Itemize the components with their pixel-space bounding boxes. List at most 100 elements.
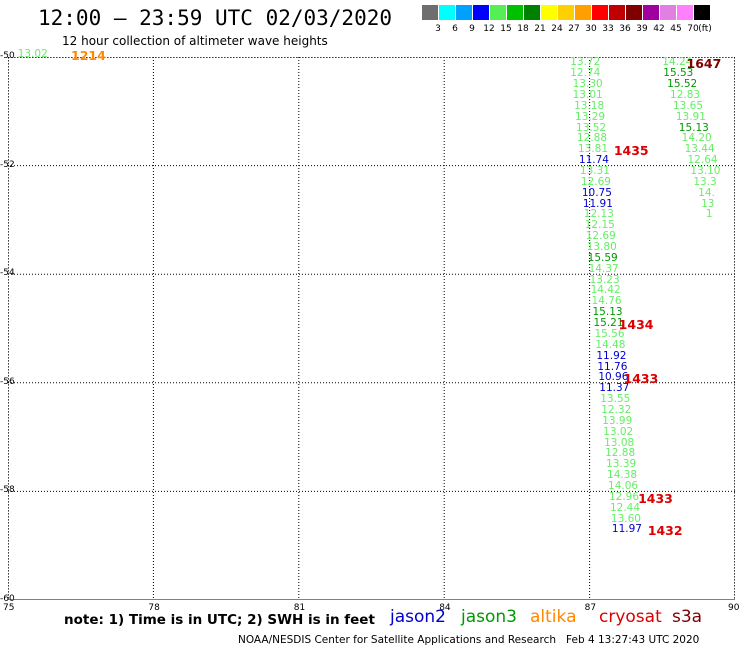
scale-swatch — [507, 5, 523, 20]
satellite-legend-altika: altika — [530, 607, 577, 627]
scale-swatch — [643, 5, 659, 20]
wave-height-value: 14.76 — [591, 295, 622, 308]
satellite-legend-s3a: s3a — [672, 607, 703, 627]
scale-label: 42 — [653, 24, 665, 34]
scale-swatch — [660, 5, 676, 20]
scale-label: 15 — [500, 24, 512, 34]
lon-tick-label: 78 — [148, 603, 160, 613]
pass-time-label: 1214 — [71, 48, 106, 64]
scale-swatch — [524, 5, 540, 20]
wave-height-value: 11.97 — [611, 523, 642, 536]
wave-height-value: 12.69 — [580, 175, 611, 188]
wave-height-value: 13.02 — [17, 48, 48, 61]
lon-tick-label: 84 — [439, 603, 451, 613]
wave-height-value: 13.80 — [586, 241, 617, 254]
lon-tick-label: 81 — [293, 603, 306, 613]
wave-height-value: 13.91 — [675, 110, 706, 123]
scale-unit-label: (ft) — [698, 24, 712, 34]
wave-height-value: 11.91 — [582, 197, 613, 210]
wave-height-value: 13.01 — [572, 89, 603, 101]
units-note: note: 1) Time is in UTC; 2) SWH is in fe… — [64, 612, 375, 628]
wave-height-value: 13.72 — [570, 56, 601, 69]
wave-height-value: 15.21 — [593, 317, 624, 330]
wave-height-value: 12.13 — [583, 208, 614, 221]
scale-label: 6 — [452, 24, 458, 34]
wave-height-value: 10.96 — [598, 371, 629, 384]
wave-height-value: 15.13 — [678, 121, 709, 134]
scale-label: 36 — [619, 24, 631, 34]
wave-height-value: 13.30 — [572, 78, 603, 91]
lat-tick-label: -54 — [0, 268, 15, 279]
wave-height-value: 13.02 — [603, 425, 634, 438]
wave-height-value: 12.32 — [601, 403, 632, 416]
satellite-legend-jason3: jason3 — [461, 607, 517, 627]
pass-time-label: 1433 — [623, 371, 659, 387]
scale-label: 70 — [687, 24, 699, 34]
wave-height-value: 11.92 — [596, 349, 627, 362]
scale-swatch — [575, 5, 591, 20]
pass-time-label: 1432 — [647, 523, 683, 539]
wave-height-value: 15.56 — [594, 327, 625, 340]
wave-height-value: 12.64 — [687, 154, 718, 167]
satellite-legend-jason2: jason2 — [390, 607, 446, 627]
wave-height-value: 15.53 — [663, 67, 694, 80]
scale-label: 3 — [435, 24, 441, 34]
wave-height-value: 12.44 — [609, 501, 641, 514]
scale-label: 39 — [636, 24, 648, 34]
pass-time-label: 1435 — [613, 143, 649, 159]
wave-height-map — [8, 57, 735, 600]
wave-height-value: 13.08 — [604, 436, 635, 449]
wave-height-value: 13.29 — [575, 110, 606, 123]
wave-height-value: 12.69 — [585, 230, 616, 243]
wave-height-value: 15.13 — [592, 306, 623, 319]
wave-height-value: 12.88 — [605, 447, 636, 460]
page-title: 12:00 – 23:59 UTC 02/03/2020 — [38, 6, 393, 30]
scale-swatch — [490, 5, 506, 20]
wave-height-value: 13.10 — [690, 165, 721, 178]
wave-height-value: 14.48 — [595, 338, 626, 351]
lat-tick-label: -60 — [0, 594, 15, 604]
pass-time-label: 1433 — [638, 490, 673, 506]
wave-height-value: 12.96 — [608, 490, 640, 503]
scale-swatch — [609, 5, 625, 20]
wave-height-value: 12.83 — [670, 89, 701, 101]
wave-height-value: 14.42 — [590, 284, 621, 297]
wave-height-value: 14.24 — [662, 56, 693, 69]
wave-height-value: 13.55 — [600, 393, 631, 406]
wave-height-value: 1 — [705, 208, 713, 221]
credit-timestamp: Feb 4 13:27:43 UTC 2020 — [566, 634, 700, 646]
satellite-legend-cryosat: cryosat — [599, 607, 662, 627]
wave-height-value: 10.75 — [581, 186, 612, 199]
scale-label: 21 — [534, 24, 546, 34]
wave-height-value: 13.60 — [610, 512, 641, 525]
wave-height-value: 11.74 — [578, 154, 609, 167]
scale-label: 27 — [568, 24, 580, 34]
lat-tick-label: -50 — [0, 51, 15, 61]
wave-height-value: 14. — [698, 186, 715, 199]
footer-credit: NOAA/NESDIS Center for Satellite Applica… — [238, 634, 699, 646]
lon-tick-label: 75 — [3, 603, 15, 613]
lon-tick-label: 87 — [584, 603, 597, 613]
wave-height-value: 13.23 — [589, 273, 620, 286]
scale-swatch — [694, 5, 710, 20]
scale-swatch — [541, 5, 557, 20]
wave-height-value: 13 — [701, 197, 715, 210]
scale-swatch — [422, 5, 438, 20]
lon-tick-label: 90 — [728, 603, 740, 613]
scale-swatch — [558, 5, 574, 20]
pass-time-label: 1434 — [618, 317, 654, 333]
wave-height-value: 13.31 — [579, 165, 610, 178]
scale-swatch — [592, 5, 608, 20]
wave-height-value: 12.15 — [584, 219, 615, 232]
wave-height-value: 14.37 — [588, 262, 619, 275]
scale-swatch — [439, 5, 455, 20]
page-subtitle: 12 hour collection of altimeter wave hei… — [62, 34, 328, 48]
scale-label: 12 — [483, 24, 495, 34]
scale-label: 45 — [670, 24, 682, 34]
wave-height-value: 15.52 — [667, 78, 698, 91]
wave-height-value: 14.06 — [608, 479, 639, 492]
scale-label: 9 — [469, 24, 475, 34]
wave-height-value: 13.18 — [574, 99, 605, 112]
wave-height-value: 13.81 — [577, 143, 609, 156]
wave-height-value: 13.52 — [576, 121, 607, 134]
